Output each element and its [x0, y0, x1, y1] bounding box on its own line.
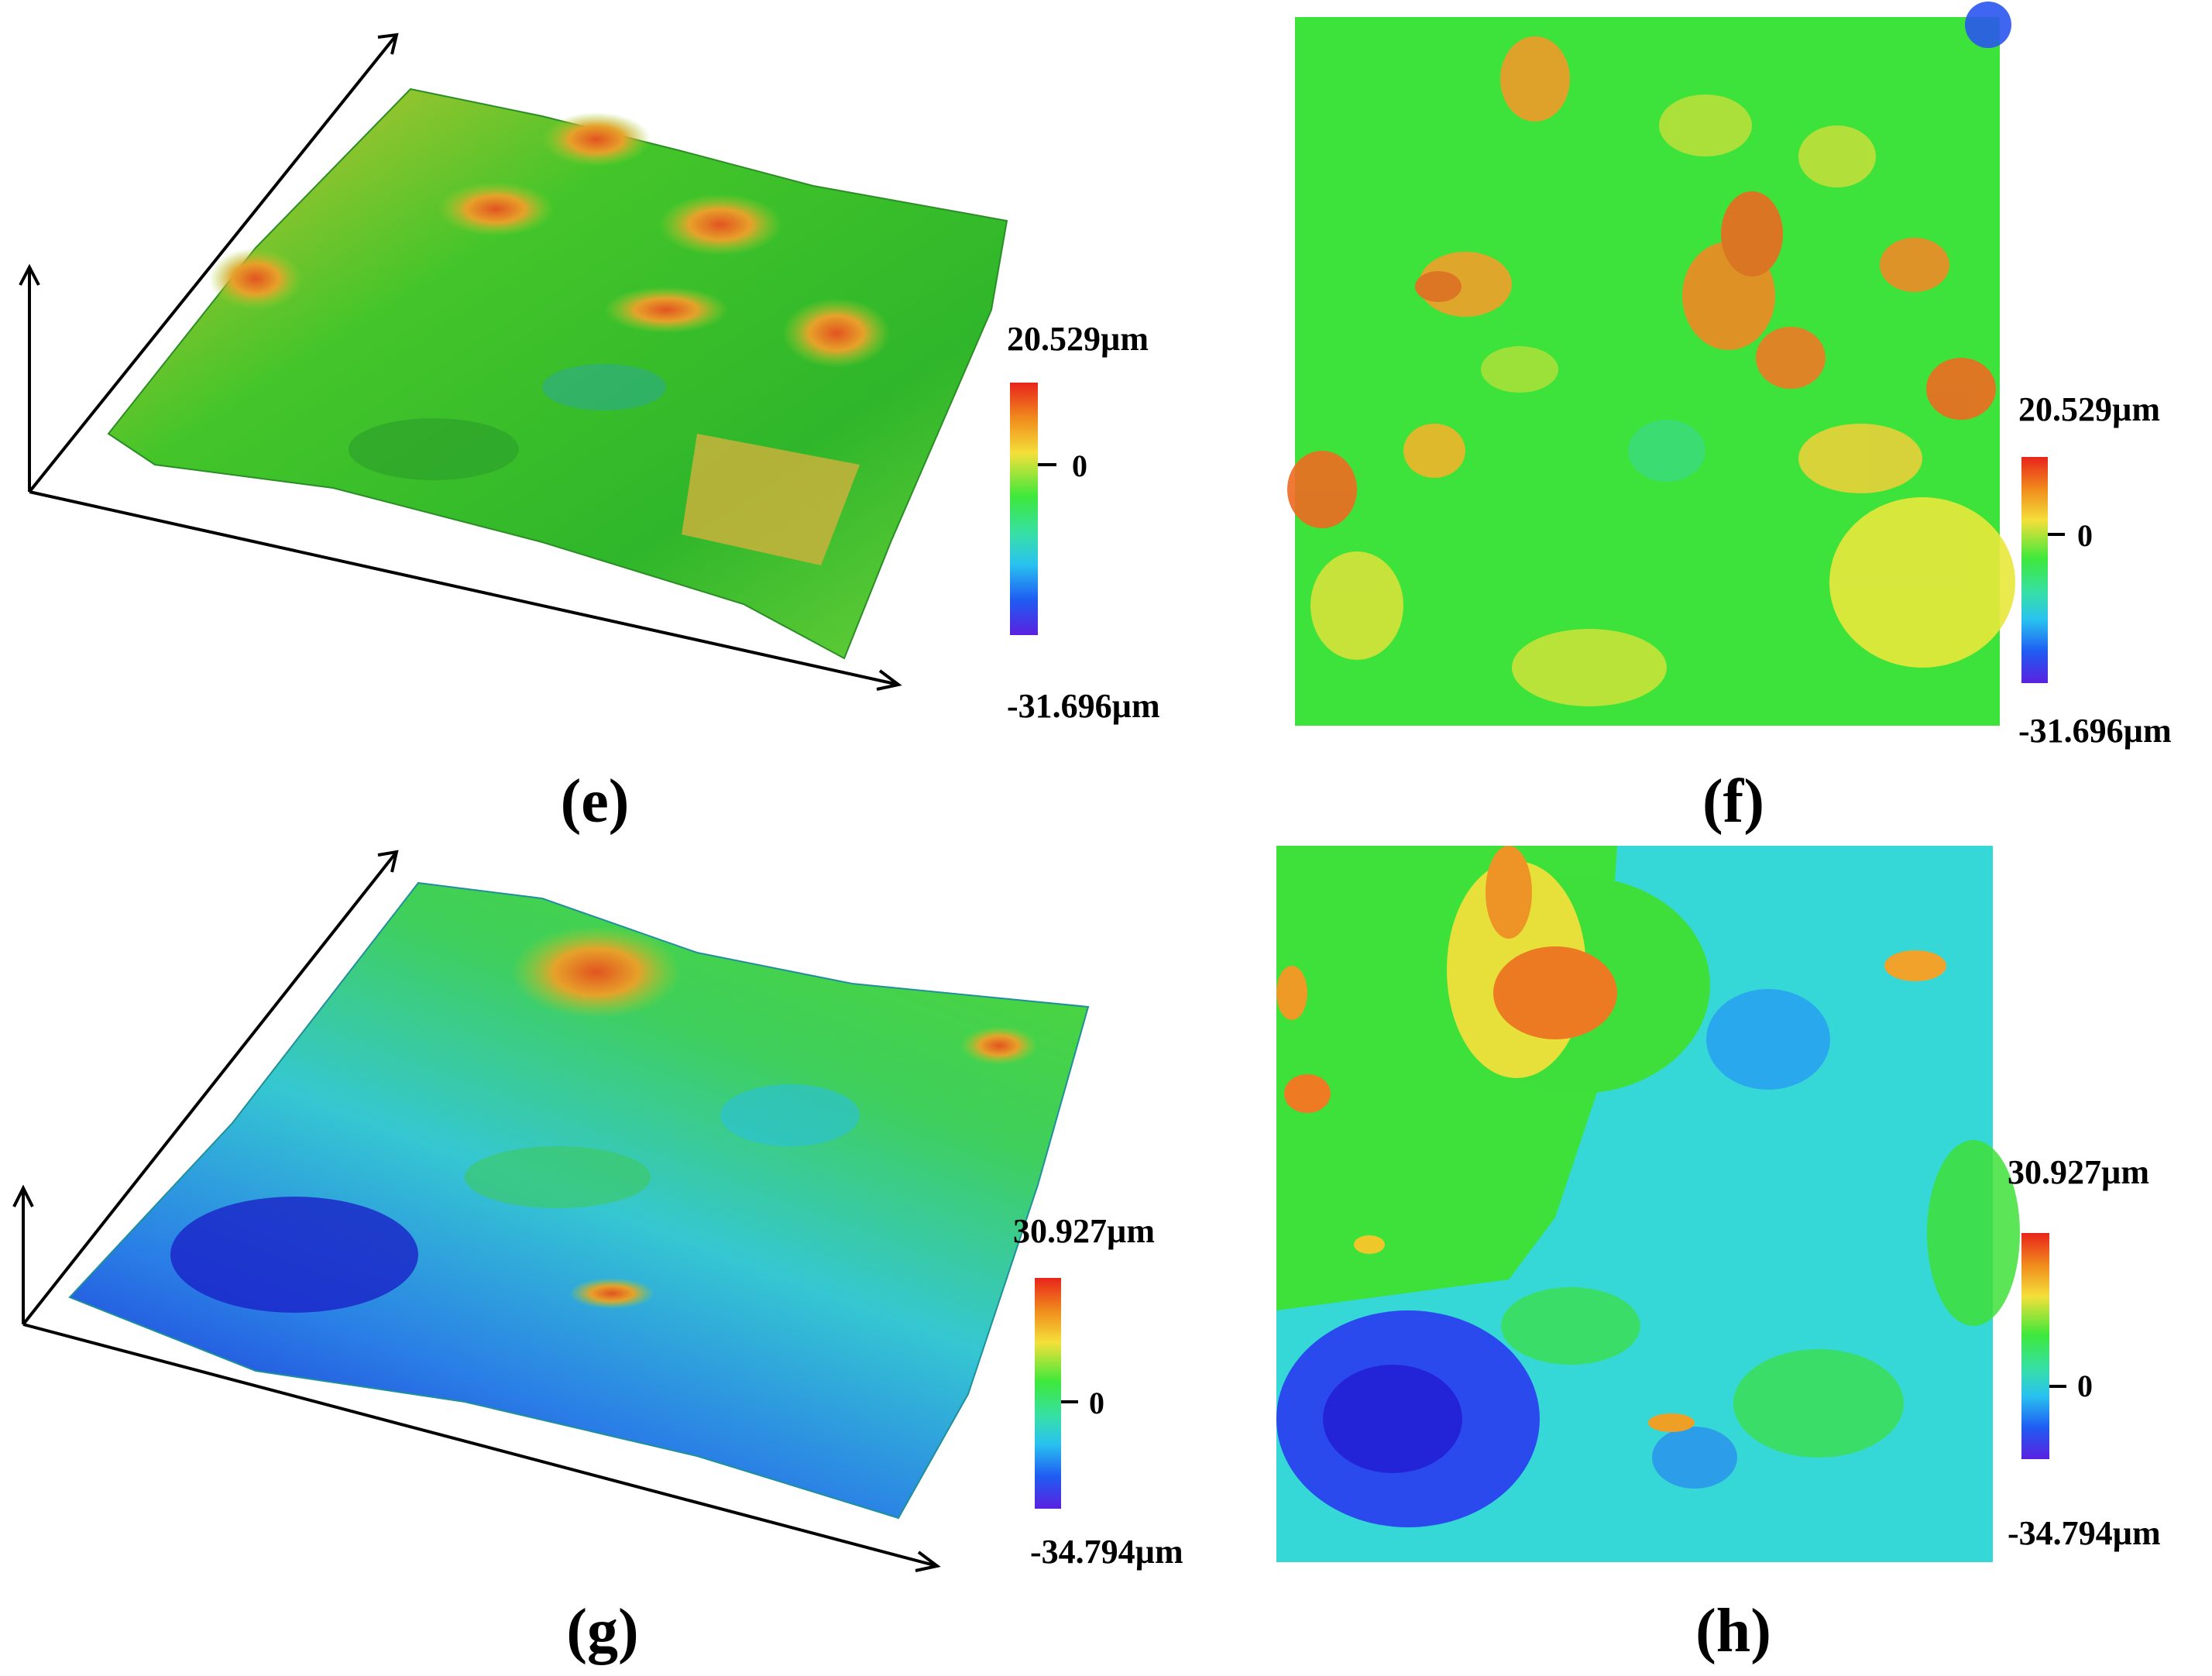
panel-f-scale-zero: 0: [2077, 518, 2093, 553]
panel-f-colorbar: [2021, 457, 2048, 683]
panel-f: 20.529µm 0 -31.696µm (f): [1208, 0, 2212, 836]
panel-g: 30.927µm 0 -34.794µm (g): [0, 836, 1208, 1676]
panel-h-scale-zero: 0: [2077, 1369, 2093, 1403]
panel-h-caption: (h): [1695, 1597, 1771, 1665]
panel-f-zero-tick: [2048, 533, 2065, 536]
panel-f-scale-max: 20.529µm: [2018, 390, 2161, 428]
panel-h-zero-tick: [2049, 1385, 2066, 1388]
panel-g-axes: [12, 850, 941, 1572]
panel-g-scale-min: -34.794µm: [1030, 1533, 1183, 1571]
panel-f-caption: (f): [1702, 768, 1764, 836]
panel-e-colorbar: [1010, 383, 1038, 635]
panel-f-scale-min: -31.696µm: [2018, 712, 2172, 750]
panel-g-scale-max: 30.927µm: [1013, 1212, 1156, 1250]
panel-e-scale-min: -31.696µm: [1007, 687, 1160, 725]
panel-h-heightmap: [1276, 846, 2020, 1562]
panel-e-caption: (e): [560, 768, 630, 836]
panel-g-scale-zero: 0: [1089, 1386, 1104, 1420]
panel-g-colorbar: [1035, 1278, 1061, 1509]
panel-h: 30.927µm 0 -34.794µm (h): [1208, 836, 2212, 1676]
panel-e-axes: [19, 33, 902, 691]
panel-h-colorbar: [2021, 1233, 2049, 1459]
panel-g-surface: [12, 850, 1090, 1572]
panel-e-zero-tick: [1038, 463, 1056, 466]
panel-e-scale-max: 20.529µm: [1007, 320, 1149, 358]
panel-g-zero-tick: [1061, 1400, 1078, 1403]
panel-e-surface: [19, 33, 1008, 691]
panel-e: 20.529µm 0 -31.696µm (e): [0, 0, 1208, 836]
panel-h-scale-max: 30.927µm: [2008, 1153, 2150, 1191]
panel-h-scale-min: -34.794µm: [2008, 1514, 2161, 1552]
panel-f-heightmap: [1287, 2, 2015, 726]
panel-e-scale-zero: 0: [1072, 448, 1087, 483]
panel-g-caption: (g): [566, 1597, 639, 1665]
